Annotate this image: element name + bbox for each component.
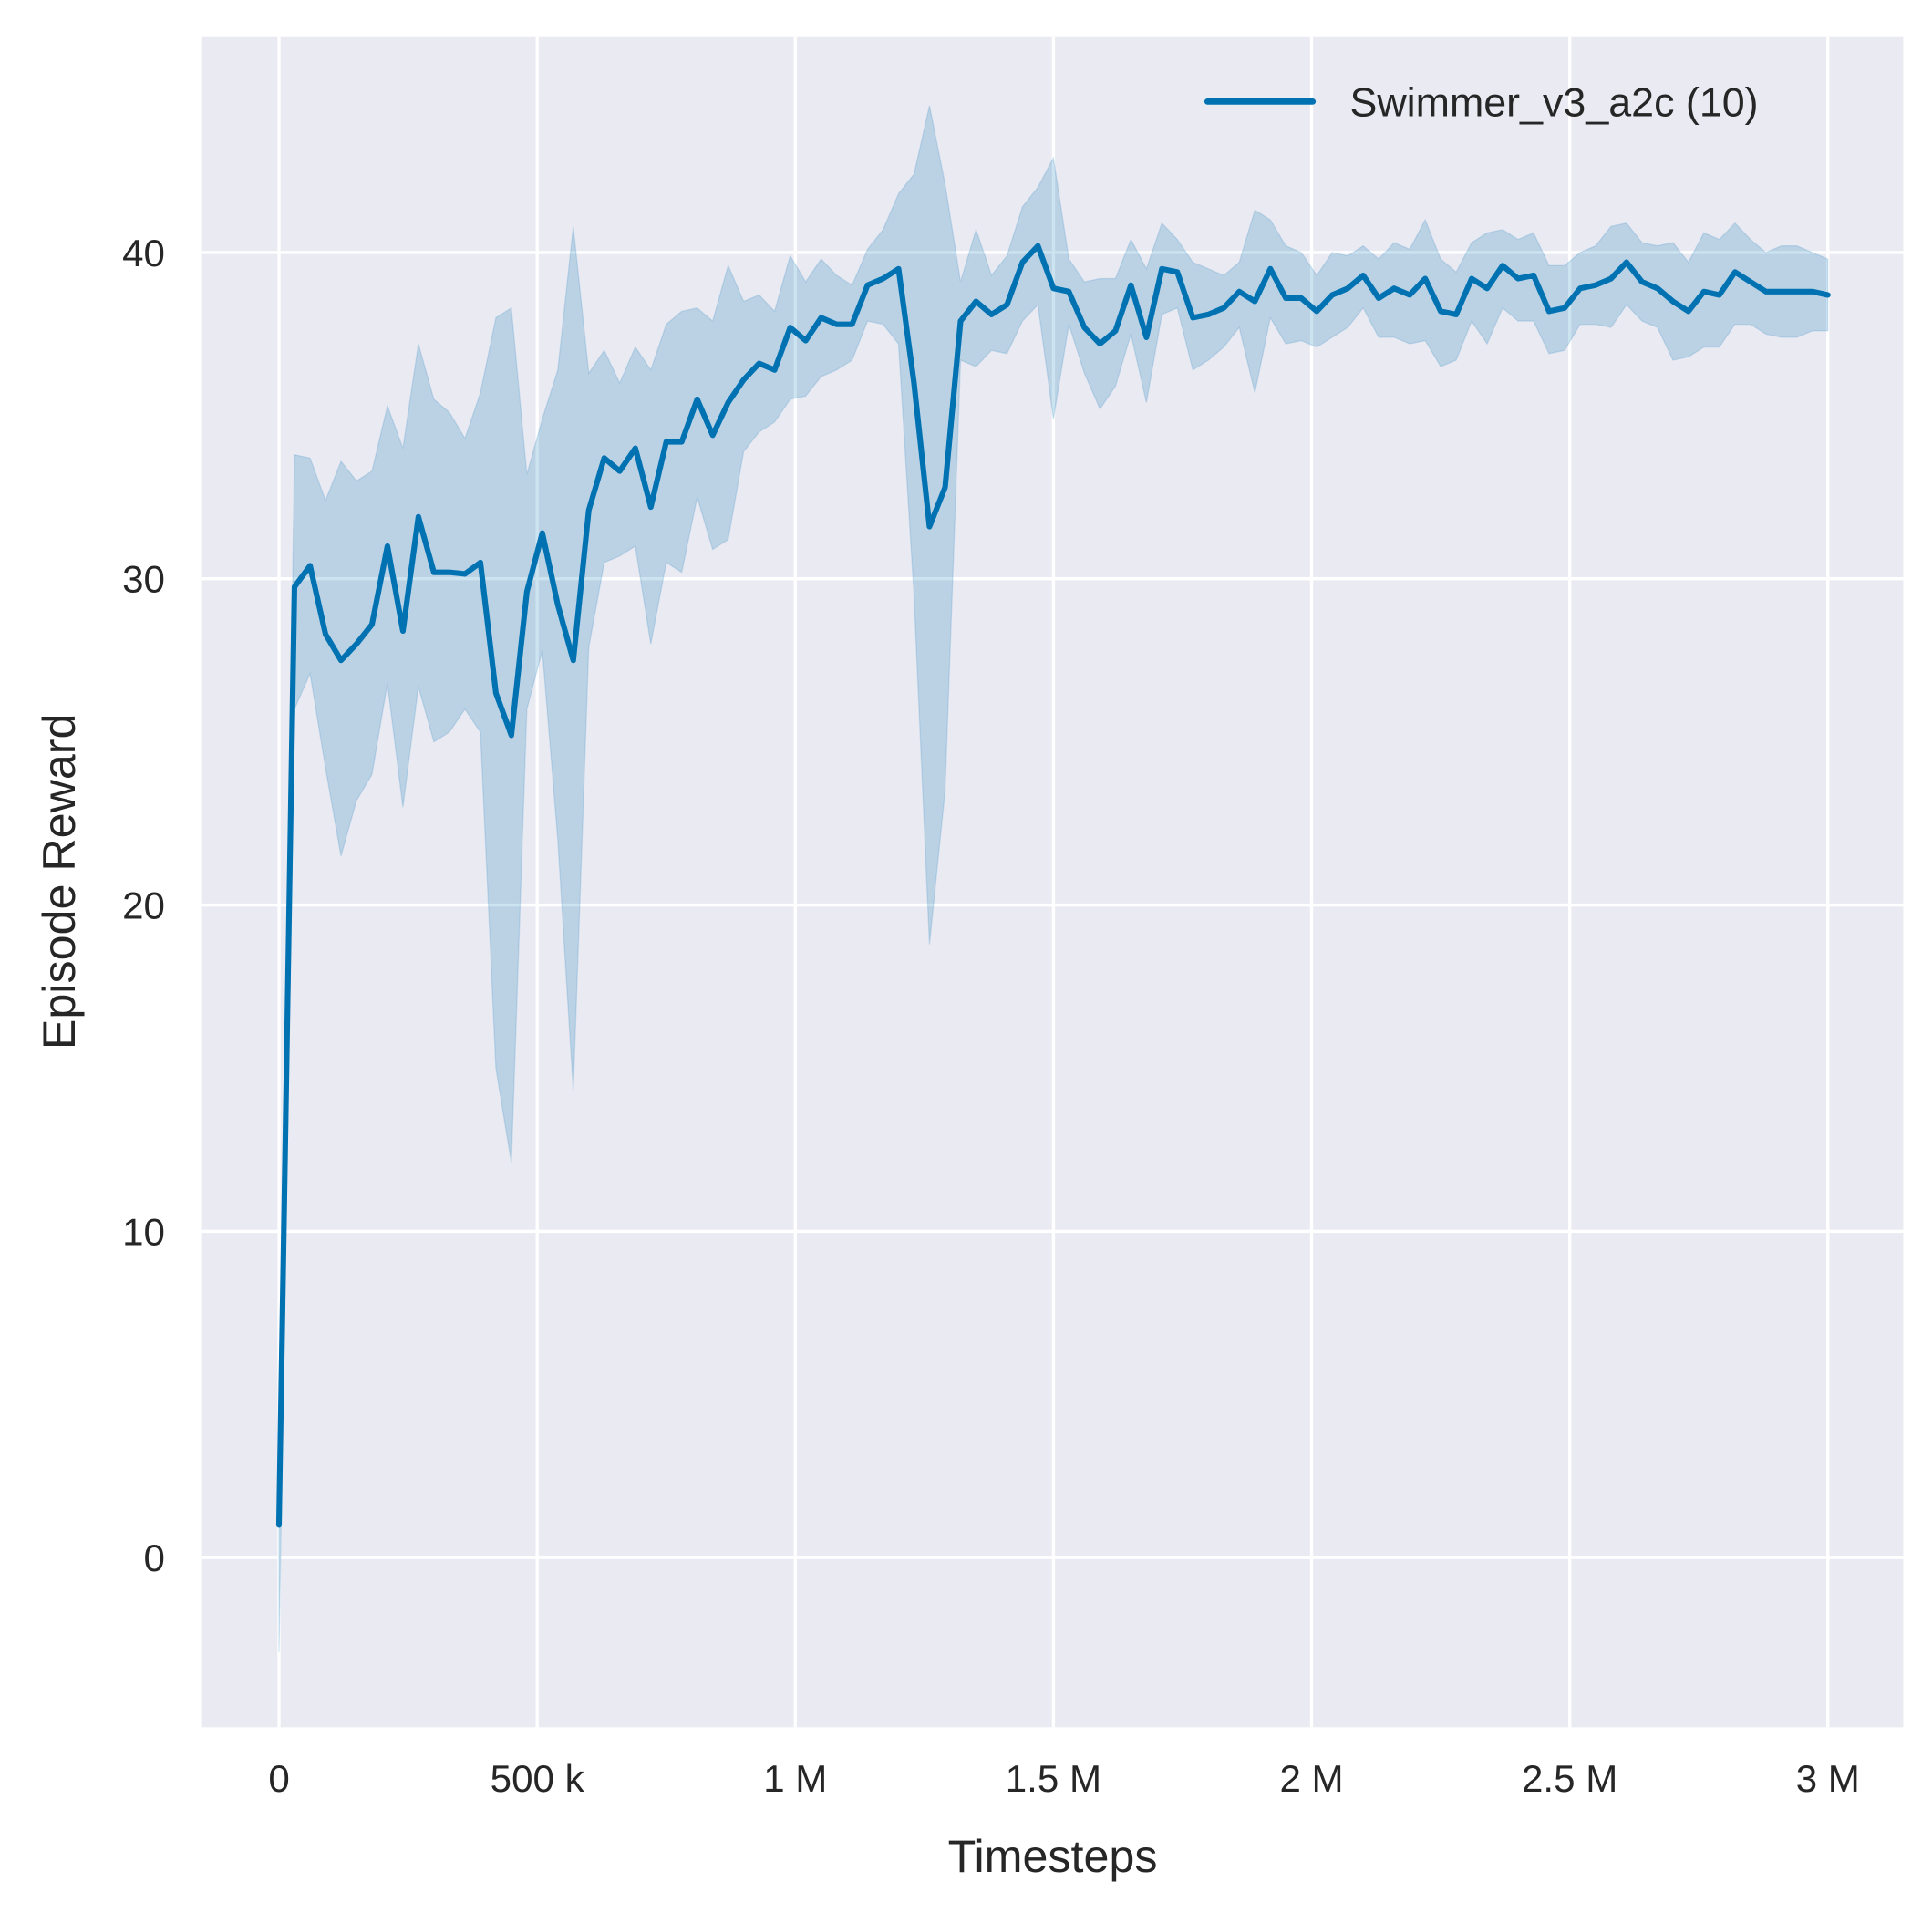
x-tick-label: 2 M bbox=[1279, 1757, 1343, 1800]
x-tick-label: 3 M bbox=[1796, 1757, 1860, 1800]
x-tick-label: 0 bbox=[268, 1757, 289, 1800]
confidence-band bbox=[278, 105, 1829, 1653]
grid bbox=[201, 36, 1904, 1728]
y-tick-label: 0 bbox=[144, 1536, 165, 1579]
y-tick-label: 20 bbox=[122, 884, 165, 927]
x-tick-label: 1 M bbox=[763, 1757, 827, 1800]
y-axis-label: Episode Reward bbox=[34, 714, 85, 1050]
y-tick-label: 10 bbox=[122, 1210, 165, 1253]
legend: Swimmer_v3_a2c (10) bbox=[1204, 80, 1759, 126]
y-tick-label: 40 bbox=[122, 232, 165, 274]
x-tick-label: 1.5 M bbox=[1006, 1757, 1101, 1800]
series-line bbox=[275, 243, 1831, 1528]
y-tick-label: 30 bbox=[122, 558, 165, 601]
legend-label: Swimmer_v3_a2c (10) bbox=[1349, 80, 1758, 126]
series-marks bbox=[275, 105, 1831, 1653]
x-tick-label: 2.5 M bbox=[1522, 1757, 1617, 1800]
tick-labels: 0 500 k 1 M 1.5 M 2 M 2.5 M 3 M 0 10 20 30 40 bbox=[122, 232, 1860, 1800]
x-tick-label: 500 k bbox=[491, 1757, 585, 1800]
x-axis-label: Timesteps bbox=[948, 1831, 1158, 1882]
